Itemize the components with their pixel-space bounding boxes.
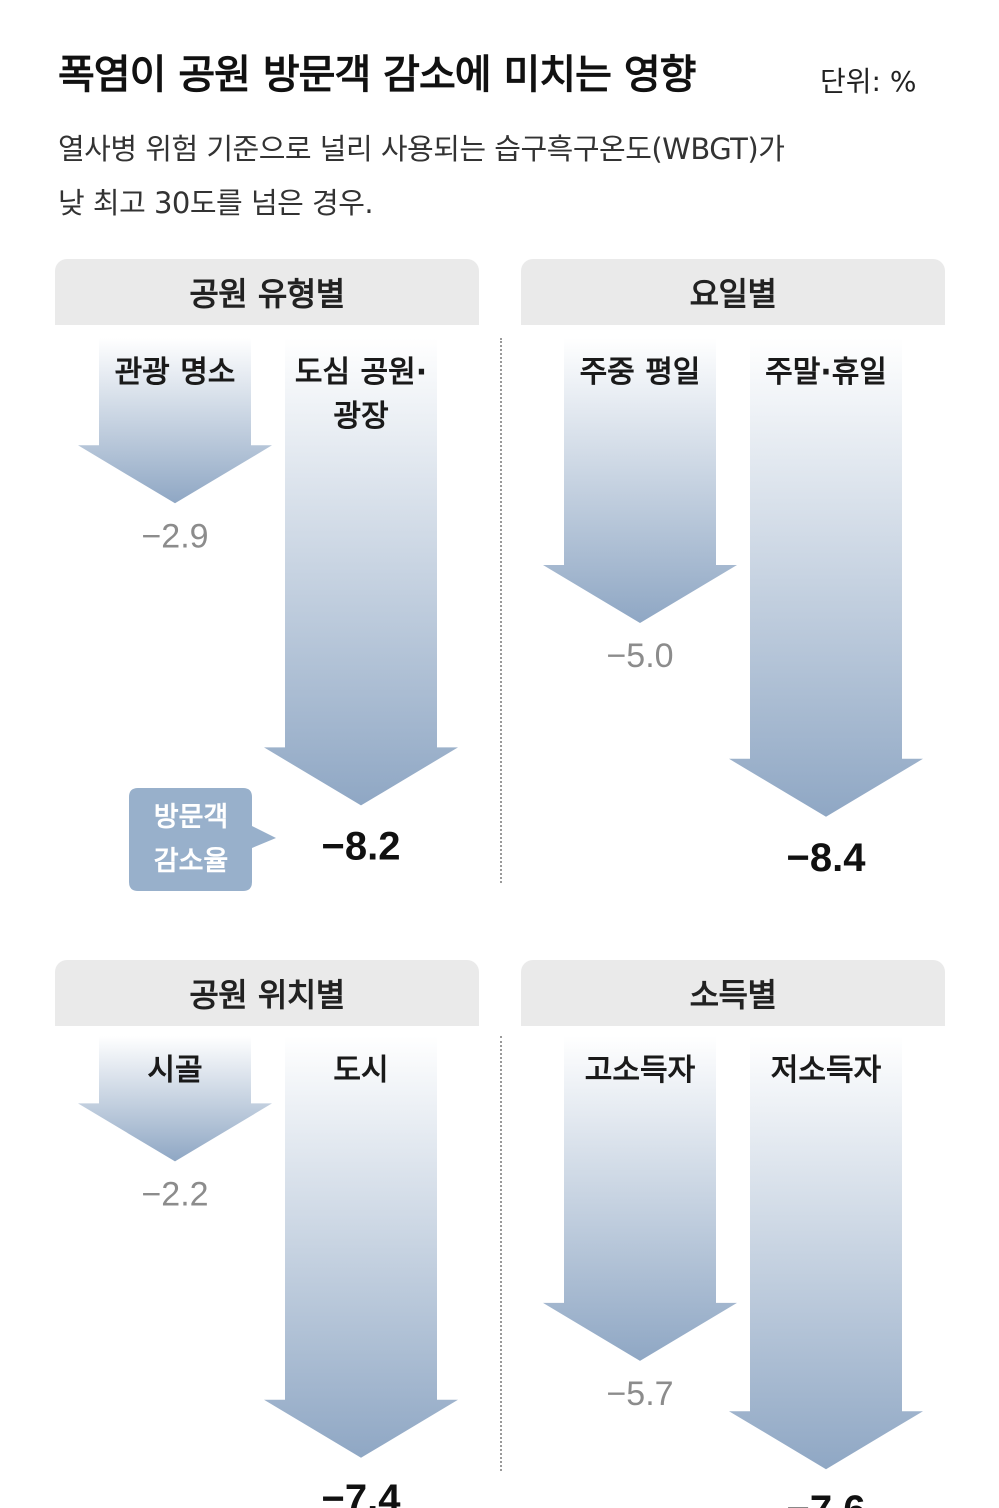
unit-label: 단위: %: [820, 65, 917, 98]
bar-arrow: [78, 1036, 272, 1162]
category-label: 시골: [147, 1053, 202, 1088]
value-label: −8.4: [787, 836, 867, 880]
value-label: −7.4: [322, 1477, 402, 1508]
category-label: 주중 평일: [580, 355, 701, 390]
panel-header-park-location: 공원 위치별: [55, 960, 479, 1026]
value-label: −8.2: [322, 824, 401, 868]
category-label: 주말·휴일: [765, 355, 887, 390]
bar-arrow: [543, 1036, 737, 1361]
subtitle-line-1: 열사병 위험 기준으로 널리 사용되는 습구흑구온도(WBGT)가: [58, 132, 785, 166]
bar-arrow: [729, 1036, 923, 1470]
category-label: 관광 명소: [115, 355, 236, 390]
callout-line-1: 방문객: [154, 802, 229, 833]
bar-arrow: [78, 338, 272, 504]
category-label: 광장: [333, 399, 389, 434]
callout: 방문객 감소율: [129, 788, 276, 891]
subtitle-line-2: 낮 최고 30도를 넘은 경우.: [58, 186, 374, 220]
bar-arrow: [543, 338, 737, 623]
bar-arrow: [264, 338, 458, 806]
value-label: −2.9: [141, 517, 208, 555]
panel-header-weekday: 요일별: [521, 259, 945, 325]
value-label: −5.7: [606, 1375, 673, 1413]
value-label: −7.6: [787, 1488, 866, 1508]
divider-bottom: [500, 1036, 502, 1471]
category-label: 도시: [333, 1053, 388, 1088]
category-label: 저소득자: [771, 1053, 882, 1088]
panel-header-park-type: 공원 유형별: [55, 259, 479, 325]
divider-top: [500, 338, 502, 883]
chart-title: 폭염이 공원 방문객 감소에 미치는 영향: [58, 52, 696, 98]
category-label: 고소득자: [585, 1053, 696, 1088]
value-label: −2.2: [141, 1175, 208, 1213]
panel-header-income: 소득별: [521, 960, 945, 1026]
bar-arrow: [264, 1036, 458, 1458]
bar-arrow: [729, 338, 923, 817]
value-label: −5.0: [606, 637, 673, 675]
category-label: 도심 공원·: [295, 355, 427, 390]
callout-line-2: 감소율: [154, 846, 229, 877]
